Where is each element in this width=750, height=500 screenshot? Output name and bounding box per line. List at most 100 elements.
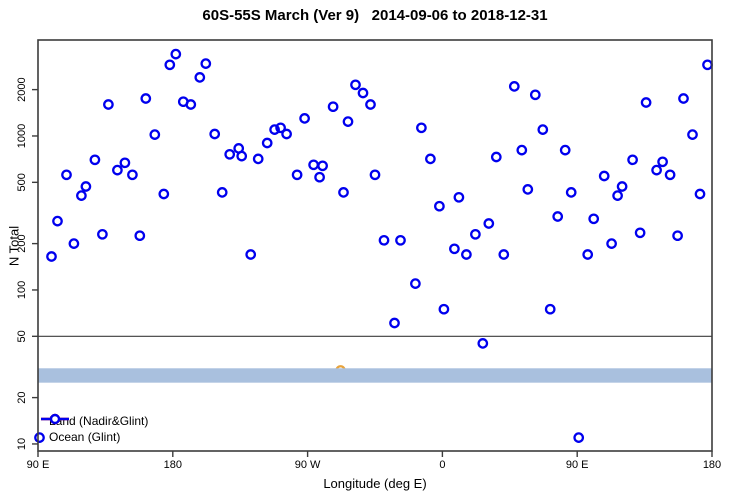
ocean-point (127, 169, 138, 181)
ocean-point (68, 238, 80, 249)
ocean-point (634, 227, 646, 239)
ocean-point (498, 249, 510, 260)
ocean-point (200, 58, 212, 69)
ocean-points-layer (34, 48, 713, 443)
ocean-point (702, 59, 713, 71)
x-tick-label: 90 E (27, 459, 50, 471)
ocean-point (672, 230, 683, 242)
ocean-point (236, 150, 248, 162)
ocean-point (483, 218, 495, 229)
x-tick-label: 180 (164, 459, 182, 471)
ocean-point (490, 151, 502, 163)
ocean-point (338, 187, 349, 198)
ocean-point (281, 128, 292, 140)
ocean-point (61, 169, 72, 181)
ocean-point (582, 249, 594, 260)
ocean-point (678, 93, 689, 104)
ocean-point (357, 87, 369, 99)
ocean-point (158, 188, 170, 200)
y-axis-ticks: 10 20 50 100 200 500 1000 2000 (16, 77, 38, 450)
ocean-point (46, 251, 57, 262)
ocean-point (389, 317, 400, 329)
ocean-point (559, 144, 571, 156)
ocean-point (369, 169, 381, 181)
ocean-point (299, 113, 310, 124)
ocean-point (245, 249, 257, 260)
ocean-point (89, 154, 101, 166)
ocean-point (164, 59, 176, 71)
legend-label-ocean: Ocean (Glint) (49, 430, 121, 444)
ocean-point (216, 187, 228, 198)
legend-item-ocean: Ocean (Glint) (40, 413, 148, 445)
ocean-point (516, 144, 528, 156)
ocean-point (170, 48, 182, 60)
ocean-point (544, 303, 556, 315)
ocean-point (552, 211, 564, 222)
ocean-point (224, 148, 236, 160)
chart-title: 60S-55S March (Ver 9) 2014-09-06 to 2018… (202, 7, 548, 24)
ocean-point (80, 181, 92, 192)
ocean-point (410, 278, 421, 289)
plot-border (37, 39, 713, 452)
y-tick-label: 10 (16, 438, 28, 450)
ocean-point (308, 159, 319, 171)
ocean-point (34, 432, 45, 443)
ocean-point (291, 169, 303, 181)
ocean-point (112, 164, 123, 176)
ocean-point (194, 72, 206, 83)
ocean-point (97, 228, 108, 240)
legend: Land (Nadir&Glint) Ocean (Glint) (40, 413, 148, 445)
ocean-marker-icon (41, 413, 69, 425)
y-tick-label: 20 (16, 391, 28, 403)
ocean-point (616, 181, 628, 192)
ocean-point (461, 249, 472, 260)
ocean-point (378, 234, 390, 246)
ocean-point (252, 153, 264, 165)
ocean-point (529, 89, 541, 101)
ocean-point (588, 213, 600, 225)
ocean-point (327, 101, 339, 113)
ocean-point (185, 99, 197, 110)
ocean-point (477, 338, 489, 349)
y-axis-label: N Total (6, 225, 22, 267)
ocean-point (606, 238, 617, 249)
ocean-point (664, 169, 676, 181)
ocean-point (317, 160, 328, 172)
x-tick-label: 90 E (566, 459, 589, 471)
ocean-point (261, 137, 273, 149)
y-tick-label: 500 (16, 173, 28, 191)
ocean-point (612, 190, 623, 201)
ocean-point (149, 129, 161, 140)
highlight-band (38, 368, 712, 383)
x-tick-label: 90 W (295, 459, 321, 471)
ocean-point (119, 157, 131, 169)
ocean-point (140, 93, 152, 104)
y-tick-label: 200 (16, 234, 28, 252)
ocean-point (453, 191, 465, 203)
x-tick-label: 0 (439, 459, 445, 471)
ocean-point (657, 156, 668, 168)
ocean-point (470, 228, 481, 240)
ocean-point (508, 81, 520, 92)
ocean-point (342, 116, 354, 127)
ocean-point (275, 122, 286, 134)
ocean-point (434, 200, 445, 212)
ocean-point (416, 122, 427, 134)
ocean-point (269, 124, 280, 135)
ocean-point (640, 97, 652, 108)
ocean-point (651, 164, 662, 176)
ocean-point (350, 79, 361, 91)
ocean-point (598, 170, 610, 182)
ocean-point (425, 153, 436, 165)
y-tick-label: 2000 (16, 77, 28, 101)
ocean-point (52, 215, 63, 227)
legend-label-land: Land (Nadir&Glint) (49, 414, 149, 428)
ocean-point (76, 190, 87, 201)
ocean-point (314, 171, 325, 183)
y-tick-label: 50 (16, 330, 28, 342)
ocean-point (209, 128, 221, 140)
y-tick-label: 100 (16, 281, 28, 299)
ocean-point (694, 188, 706, 200)
